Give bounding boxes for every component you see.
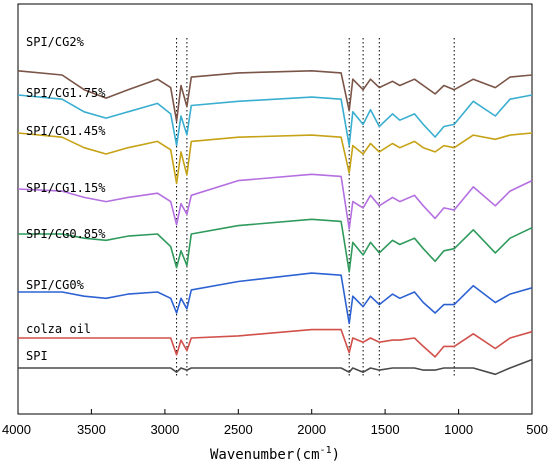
series-line	[18, 218, 533, 273]
x-tick-label: 2500	[224, 422, 253, 437]
x-axis-title: Wavenumber(cm-1)	[210, 445, 340, 463]
x-tick-label: 1500	[371, 422, 400, 437]
series-line	[17, 70, 533, 122]
x-axis-title-text: Wavenumber(cm	[210, 447, 320, 463]
series-line	[17, 132, 533, 185]
series-line	[18, 358, 533, 376]
x-axis-title-close: )	[332, 447, 340, 463]
series-label: SPI/CG0%	[26, 278, 85, 292]
series-line	[17, 94, 533, 147]
x-tick-label: 3500	[77, 422, 106, 437]
x-tick-label: 3000	[150, 422, 179, 437]
series-lines	[17, 70, 533, 376]
series-label: colza oil	[26, 322, 91, 336]
series-label: SPI/CG2%	[26, 35, 85, 49]
series-label: SPI/CG1.75%	[26, 86, 106, 100]
series-label: SPI	[26, 349, 48, 363]
series-labels: SPI/CG2% SPI/CG1.75% SPI/CG1.45% SPI/CG1.15…	[26, 35, 106, 363]
series-line	[18, 328, 533, 358]
x-tick-label: 2000	[297, 422, 326, 437]
series-label: SPI/CG0.85%	[26, 227, 106, 241]
x-axis-title-sup: -1	[320, 445, 332, 456]
reference-lines	[176, 38, 455, 376]
x-tick-label: 1000	[444, 422, 473, 437]
series-label: SPI/CG1.45%	[26, 124, 106, 138]
plot-frame	[17, 3, 533, 415]
x-tick-label: 4000	[2, 422, 31, 437]
x-axis-ticks: 4000 3500 3000 2500 2000 1500 1000 500	[2, 409, 548, 437]
series-line	[18, 272, 533, 325]
x-tick-label: 500	[526, 422, 548, 437]
series-line	[17, 173, 533, 230]
series-label: SPI/CG1.15%	[26, 181, 106, 195]
